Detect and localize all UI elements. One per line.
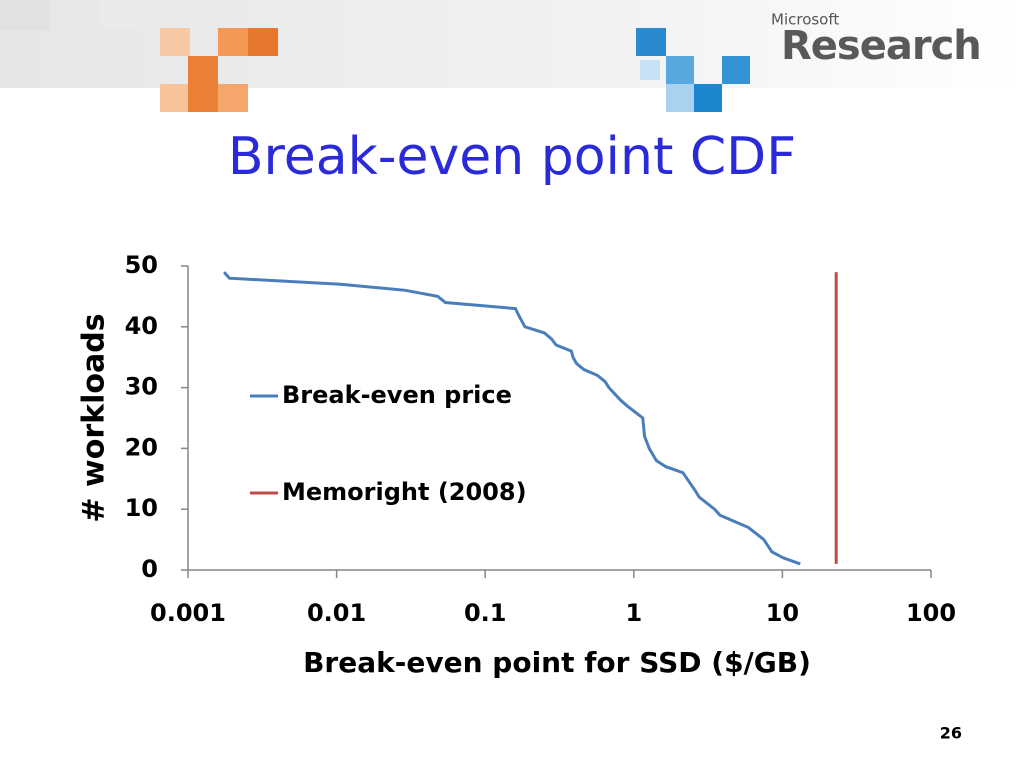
slide-title: Break-even point CDF: [228, 127, 796, 187]
y-tick-label: 50: [125, 251, 158, 279]
x-tick-label: 0.001: [150, 599, 226, 627]
x-tick-label: 0.01: [307, 599, 366, 627]
y-tick-label: 20: [125, 433, 158, 461]
x-tick-label: 1: [625, 599, 642, 627]
logo-large: Research: [781, 23, 981, 69]
y-tick-label: 30: [125, 373, 158, 401]
x-axis-label: Break-even point for SSD ($/GB): [303, 646, 811, 679]
legend-label: Break-even price: [282, 381, 512, 409]
slide-number: 26: [940, 724, 962, 743]
x-tick-label: 100: [906, 599, 956, 627]
y-tick-label: 40: [125, 312, 158, 340]
y-axis-label: # workloads: [77, 313, 112, 522]
legend-label: Memoright (2008): [282, 478, 527, 506]
x-tick-label: 0.1: [464, 599, 507, 627]
series-line: [222, 271, 801, 566]
logo-small: Microsoft: [771, 11, 839, 29]
header-banner: [0, 0, 1024, 112]
y-tick-label: 0: [141, 555, 158, 583]
x-tick-label: 10: [766, 599, 799, 627]
y-tick-label: 10: [125, 494, 158, 522]
